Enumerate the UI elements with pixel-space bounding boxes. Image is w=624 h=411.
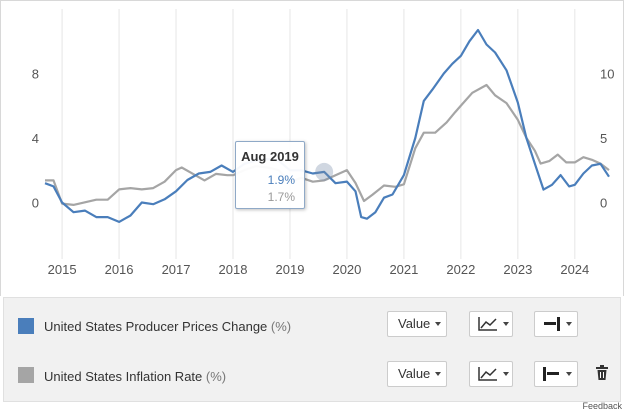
legend-row-producer-prices: United States Producer Prices Change (%)… bbox=[4, 301, 620, 351]
series-color-swatch[interactable] bbox=[18, 318, 34, 334]
chevron-down-icon bbox=[566, 372, 572, 376]
chevron-down-icon bbox=[503, 322, 509, 326]
x-tick-label: 2022 bbox=[446, 262, 475, 277]
line-chart-icon bbox=[478, 367, 497, 381]
chevron-down-icon bbox=[503, 372, 509, 376]
value-dropdown[interactable]: Value bbox=[387, 311, 447, 337]
x-tick-label: 2017 bbox=[162, 262, 191, 277]
legend-panel: United States Producer Prices Change (%)… bbox=[3, 297, 621, 402]
chart-type-dropdown[interactable] bbox=[469, 361, 513, 387]
hover-marker bbox=[315, 162, 334, 181]
series-line-producer-prices bbox=[44, 28, 610, 223]
chart-area[interactable]: 2015 2016 2017 2018 2019 2020 2021 2022 2023 2024… bbox=[0, 0, 624, 296]
x-tick-label: 2015 bbox=[48, 262, 77, 277]
value-dropdown-label: Value bbox=[398, 316, 431, 331]
y-left-tick-label: 0 bbox=[32, 196, 39, 211]
tooltip-value-inflation: 1.7% bbox=[267, 190, 295, 204]
series-unit: (%) bbox=[205, 369, 227, 384]
line-chart-icon bbox=[478, 317, 497, 331]
series-label: United States Producer Prices Change (%) bbox=[44, 319, 291, 334]
chart-type-dropdown[interactable] bbox=[469, 311, 513, 337]
y-left-tick-label: 4 bbox=[32, 131, 39, 146]
trash-icon[interactable] bbox=[595, 365, 609, 381]
series-name: United States Inflation Rate bbox=[44, 369, 203, 384]
x-tick-label: 2019 bbox=[276, 262, 305, 277]
y-right-tick-label: 5 bbox=[600, 131, 607, 146]
series-color-swatch[interactable] bbox=[18, 367, 34, 383]
y-left-tick-label: 8 bbox=[32, 67, 39, 82]
x-tick-label: 2021 bbox=[389, 262, 418, 277]
axis-left-icon bbox=[543, 367, 559, 381]
x-tick-label: 2016 bbox=[105, 262, 134, 277]
line-chart[interactable]: 2015 2016 2017 2018 2019 2020 2021 2022 2023 2024… bbox=[1, 1, 624, 297]
tooltip-value-producer-prices: 1.9% bbox=[267, 173, 295, 187]
y-right-tick-label: 0 bbox=[600, 195, 607, 210]
x-tick-label: 2024 bbox=[560, 262, 589, 277]
value-dropdown-label: Value bbox=[398, 366, 431, 381]
axis-dropdown[interactable] bbox=[534, 361, 578, 387]
series-line-inflation bbox=[45, 83, 610, 206]
feedback-link[interactable]: Feedback bbox=[582, 401, 622, 411]
y-right-tick-label: 10 bbox=[600, 66, 614, 81]
x-tick-label: 2023 bbox=[503, 262, 532, 277]
chevron-down-icon bbox=[566, 322, 572, 326]
chevron-down-icon bbox=[435, 372, 441, 376]
axis-right-icon bbox=[544, 317, 560, 331]
series-label: United States Inflation Rate (%) bbox=[44, 369, 226, 384]
axis-dropdown[interactable] bbox=[534, 311, 578, 337]
chevron-down-icon bbox=[435, 322, 441, 326]
tooltip: Aug 2019 1.9% 1.7% bbox=[235, 141, 305, 209]
series-name: United States Producer Prices Change bbox=[44, 319, 268, 334]
series-unit: (%) bbox=[270, 319, 292, 334]
x-tick-label: 2018 bbox=[219, 262, 248, 277]
legend-row-inflation: United States Inflation Rate (%) Value bbox=[4, 352, 620, 402]
value-dropdown[interactable]: Value bbox=[387, 361, 447, 387]
x-tick-label: 2020 bbox=[332, 262, 361, 277]
tooltip-date: Aug 2019 bbox=[241, 149, 299, 164]
